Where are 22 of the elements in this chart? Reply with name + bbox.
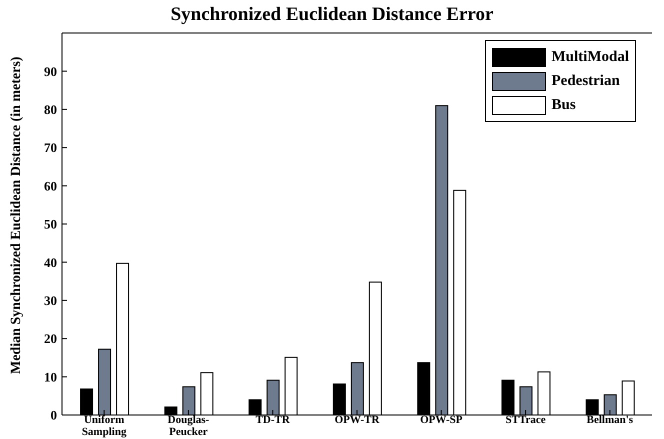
- legend-label: MultiModal: [552, 48, 629, 66]
- y-tick-label: 40: [44, 254, 57, 270]
- y-axis-title: Median Synchronized Euclidean Distance (in meters): [8, 56, 24, 374]
- y-tick-label: 10: [44, 369, 57, 384]
- y-tick-label: 70: [44, 140, 57, 156]
- y-tick-label: 0: [50, 408, 57, 423]
- y-tick-label: 80: [44, 102, 57, 118]
- y-tick-label: 20: [44, 331, 57, 346]
- x-tick-label: OPW-SP: [420, 414, 463, 426]
- legend-label: Pedestrian: [552, 72, 620, 90]
- y-tick-label: 90: [44, 64, 57, 79]
- x-tick-label: Douglas-Peucker: [168, 414, 210, 438]
- chart-title: Synchronized Euclidean Distance Error: [170, 4, 494, 26]
- y-tick-label: 30: [44, 293, 57, 308]
- x-tick-label: Bellman's: [586, 414, 634, 426]
- y-tick-label: 50: [44, 216, 57, 232]
- x-tick-label: STTrace: [506, 414, 546, 426]
- legend-label: Bus: [552, 96, 576, 114]
- x-tick-label: TD-TR: [256, 414, 291, 426]
- x-tick-label: OPW-TR: [334, 414, 380, 426]
- x-tick-label: Uniform Sampling: [82, 414, 127, 438]
- y-tick-label: 60: [44, 178, 57, 194]
